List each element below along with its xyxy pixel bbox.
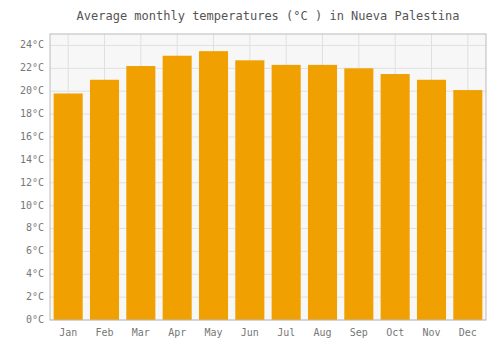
x-tick-label: Jan [59, 327, 77, 338]
grid-line-y [50, 68, 486, 69]
x-tick-label: Feb [95, 327, 113, 338]
y-tick-label: 24°C [20, 39, 44, 50]
x-tick-label: Dec [459, 327, 477, 338]
bar [453, 90, 482, 320]
y-tick-label: 2°C [26, 291, 44, 302]
bar [344, 68, 373, 320]
x-tick-label: Nov [422, 327, 440, 338]
plot-frame [50, 34, 486, 320]
bar [235, 60, 264, 320]
chart-container: 0°C 2°C 4°C 6°C 8°C 10°C 12°C 14°C 16°C 18°C 20°C 2… [0, 0, 500, 350]
bar [54, 93, 83, 320]
y-tick-label: 4°C [26, 268, 44, 279]
grid-line-y [50, 45, 486, 46]
y-tick-label: 8°C [26, 222, 44, 233]
x-axis: Jan Feb Mar Apr May Jun Jul Aug Sep Oct Nov Dec [59, 327, 477, 338]
bar [90, 80, 119, 320]
x-tick-label: Apr [168, 327, 186, 338]
x-tick-label: Aug [313, 327, 331, 338]
bar [381, 74, 410, 320]
plot-background [50, 34, 486, 320]
x-tick-label: Jun [241, 327, 259, 338]
bar [126, 66, 155, 320]
y-tick-label: 6°C [26, 245, 44, 256]
x-tick-label: Mar [132, 327, 150, 338]
x-tick-label: Jul [277, 327, 295, 338]
bar [417, 80, 446, 320]
y-tick-label: 16°C [20, 131, 44, 142]
y-axis: 0°C 2°C 4°C 6°C 8°C 10°C 12°C 14°C 16°C 18°C 20°C 2… [20, 39, 44, 325]
x-tick-label: May [204, 327, 222, 338]
bar [163, 56, 192, 320]
grid [50, 34, 486, 320]
y-tick-label: 18°C [20, 108, 44, 119]
y-tick-label: 22°C [20, 62, 44, 73]
bar [272, 65, 301, 320]
y-tick-label: 12°C [20, 177, 44, 188]
y-tick-label: 0°C [26, 314, 44, 325]
x-tick-label: Sep [350, 327, 368, 338]
bars [54, 51, 483, 320]
y-tick-label: 10°C [20, 200, 44, 211]
y-tick-label: 20°C [20, 85, 44, 96]
bar [308, 65, 337, 320]
title: Average monthly temperatures (°C ) in Nu… [77, 9, 460, 23]
bar [199, 51, 228, 320]
x-tick-label: Oct [386, 327, 404, 338]
chart-svg: 0°C 2°C 4°C 6°C 8°C 10°C 12°C 14°C 16°C 18°C 20°C 2… [0, 0, 500, 350]
y-tick-label: 14°C [20, 154, 44, 165]
